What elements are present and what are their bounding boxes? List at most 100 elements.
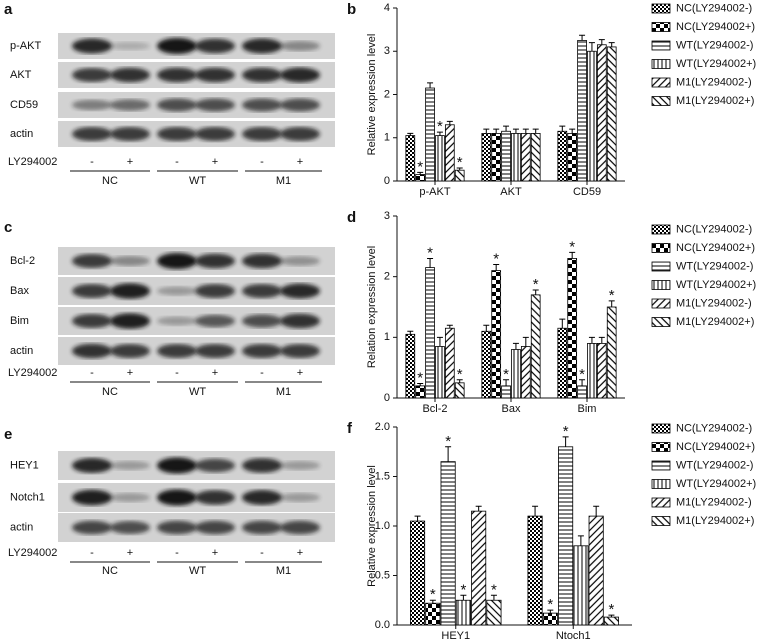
bar [527, 515, 543, 626]
error-bar [522, 336, 529, 347]
error-bar [446, 324, 453, 329]
panel-label: f [347, 420, 353, 437]
significance-mark: * [609, 601, 615, 618]
legend-swatch [651, 3, 671, 14]
blot-band [110, 256, 150, 266]
error-bar [579, 34, 586, 41]
legend-label: WT(LY294002-) [676, 39, 753, 51]
error-bar [436, 336, 443, 347]
error-bar [569, 251, 576, 259]
blot-band [195, 98, 235, 112]
blot-band [195, 253, 235, 269]
error-bar [608, 614, 615, 618]
blot-row-label: Bcl-2 [10, 255, 35, 267]
bar [557, 130, 568, 182]
blot-band [242, 38, 282, 54]
legend-label: NC(LY294002-) [676, 422, 752, 434]
significance-mark: * [427, 244, 433, 261]
significance-mark: * [579, 366, 585, 383]
blot-band [280, 520, 320, 535]
y-tick-label: 2 [384, 88, 390, 100]
significance-mark: * [533, 276, 539, 293]
significance-mark: * [417, 158, 423, 175]
bar [481, 330, 492, 399]
group-label: M1 [276, 386, 291, 398]
error-bar [588, 336, 595, 344]
lane-label: - [90, 367, 94, 379]
blot-band [110, 521, 150, 534]
error-bar [436, 131, 443, 136]
blot-row-label: CD59 [10, 99, 38, 111]
blot-band [195, 344, 235, 358]
error-bar [579, 379, 586, 386]
error-bar [456, 379, 463, 383]
blot-band [72, 520, 112, 535]
panel-label: e [4, 426, 12, 443]
bar [425, 87, 435, 182]
blot-band [242, 314, 282, 328]
blot-band [157, 286, 197, 296]
bar [410, 520, 426, 626]
blot-band [110, 283, 150, 299]
bar [491, 270, 502, 399]
blot-band [242, 344, 282, 358]
bar [596, 342, 607, 399]
bar [425, 602, 441, 626]
blot-band [195, 67, 235, 83]
y-tick-label: 1 [384, 132, 390, 144]
x-tick-label: Bim [578, 403, 597, 415]
blot-band [195, 520, 235, 535]
treatment-label: LY294002 [8, 367, 57, 379]
blot-band [110, 42, 150, 50]
blot-band [157, 316, 197, 326]
treatment-label: LY294002 [8, 156, 57, 168]
error-bar [532, 128, 539, 134]
legend-swatch [651, 317, 671, 327]
significance-mark: * [547, 596, 553, 613]
blot-band [110, 461, 150, 470]
bar [542, 612, 558, 626]
blot-band [72, 99, 112, 111]
blot-band [157, 457, 197, 474]
blot-row-label: actin [10, 345, 33, 357]
significance-mark: * [437, 118, 443, 135]
error-bar [532, 505, 539, 517]
legend-label: WT(LY294002-) [676, 260, 753, 272]
bar [567, 133, 578, 182]
legend-swatch [651, 479, 671, 489]
blot-band [110, 127, 150, 141]
error-bar [460, 594, 467, 601]
significance-mark: * [569, 238, 575, 255]
legend-label: M1(LY294002+) [676, 95, 754, 107]
bar [587, 342, 597, 399]
legend-swatch [651, 497, 671, 508]
legend-swatch [651, 96, 671, 106]
lane-label: - [175, 367, 179, 379]
blot-row-label: Bax [10, 285, 29, 297]
blot-band [157, 38, 197, 54]
bar [557, 327, 568, 399]
error-bar [490, 594, 497, 601]
legend-swatch [651, 442, 671, 452]
bar [405, 333, 416, 399]
error-bar [417, 171, 424, 175]
error-bar [429, 599, 436, 604]
error-bar [503, 125, 510, 132]
lane-label: + [127, 367, 133, 379]
error-bar [475, 505, 482, 512]
legend-swatch [651, 460, 671, 471]
error-bar [532, 289, 539, 295]
lane-label: - [260, 156, 264, 168]
significance-mark: * [503, 366, 509, 383]
y-tick-label: 3 [384, 210, 390, 222]
panel-label: a [4, 1, 13, 18]
bar [603, 616, 619, 626]
blot-band [280, 41, 320, 51]
lane-label: + [212, 367, 218, 379]
error-bar [598, 39, 605, 45]
error-bar [407, 132, 414, 136]
blot-band [157, 344, 197, 358]
blot-row-label: actin [10, 128, 33, 140]
bar [573, 545, 589, 626]
bar [486, 599, 502, 626]
